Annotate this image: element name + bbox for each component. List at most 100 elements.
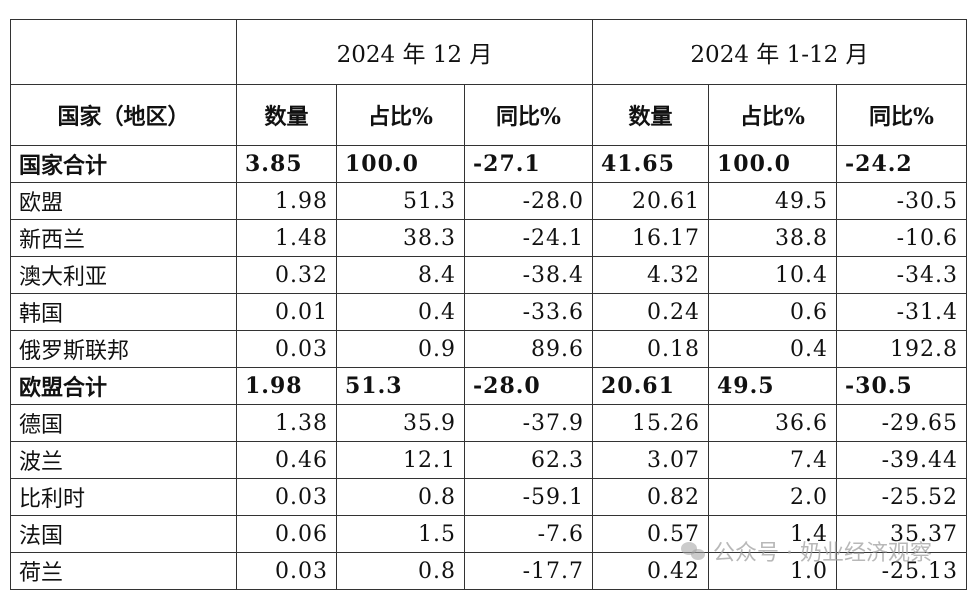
quantity-dec-cell: 1.98 bbox=[236, 367, 337, 405]
header-quantity-2: 数量 bbox=[592, 84, 709, 146]
header-yoy-1: 同比% bbox=[464, 84, 593, 146]
table-row: 澳大利亚 0.32 8.4 -38.4 4.32 10.4 -34.3 bbox=[10, 256, 967, 294]
quantity-dec-cell: 0.01 bbox=[236, 293, 337, 331]
yoy-dec-cell: -37.9 bbox=[464, 404, 593, 442]
quantity-year-cell: 41.65 bbox=[592, 145, 709, 183]
yoy-dec-cell: 89.6 bbox=[464, 330, 593, 368]
quantity-year-cell: 16.17 bbox=[592, 219, 709, 257]
header-row-columns: 国家（地区） 数量 占比% 同比% 数量 占比% 同比% bbox=[10, 84, 967, 146]
yoy-year-cell: 35.37 bbox=[836, 515, 967, 553]
country-cell: 德国 bbox=[10, 404, 237, 442]
quantity-dec-cell: 0.03 bbox=[236, 478, 337, 516]
share-year-cell: 36.6 bbox=[708, 404, 837, 442]
share-dec-cell: 0.9 bbox=[336, 330, 465, 368]
share-dec-cell: 0.4 bbox=[336, 293, 465, 331]
yoy-year-cell: -30.5 bbox=[836, 367, 967, 405]
quantity-dec-cell: 1.48 bbox=[236, 219, 337, 257]
share-dec-cell: 8.4 bbox=[336, 256, 465, 294]
quantity-dec-cell: 1.38 bbox=[236, 404, 337, 442]
header-share-2: 占比% bbox=[708, 84, 837, 146]
yoy-year-cell: -10.6 bbox=[836, 219, 967, 257]
table-row: 新西兰 1.48 38.3 -24.1 16.17 38.8 -10.6 bbox=[10, 219, 967, 257]
share-dec-cell: 0.8 bbox=[336, 552, 465, 590]
yoy-year-cell: -30.5 bbox=[836, 182, 967, 220]
quantity-year-cell: 0.57 bbox=[592, 515, 709, 553]
table-total-row: 欧盟合计 1.98 51.3 -28.0 20.61 49.5 -30.5 bbox=[10, 367, 967, 405]
quantity-dec-cell: 0.03 bbox=[236, 330, 337, 368]
yoy-dec-cell: -59.1 bbox=[464, 478, 593, 516]
header-row-period: 2024 年 12 月 2024 年 1-12 月 bbox=[10, 19, 967, 85]
quantity-dec-cell: 3.85 bbox=[236, 145, 337, 183]
yoy-year-cell: -29.65 bbox=[836, 404, 967, 442]
table-row: 波兰 0.46 12.1 62.3 3.07 7.4 -39.44 bbox=[10, 441, 967, 479]
country-cell: 法国 bbox=[10, 515, 237, 553]
yoy-dec-cell: -17.7 bbox=[464, 552, 593, 590]
yoy-year-cell: -31.4 bbox=[836, 293, 967, 331]
share-year-cell: 49.5 bbox=[708, 182, 837, 220]
share-dec-cell: 0.8 bbox=[336, 478, 465, 516]
country-cell: 俄罗斯联邦 bbox=[10, 330, 237, 368]
table-row: 荷兰 0.03 0.8 -17.7 0.42 1.0 -25.13 bbox=[10, 552, 967, 590]
quantity-year-cell: 0.82 bbox=[592, 478, 709, 516]
yoy-year-cell: -24.2 bbox=[836, 145, 967, 183]
share-year-cell: 0.6 bbox=[708, 293, 837, 331]
share-dec-cell: 100.0 bbox=[336, 145, 465, 183]
share-year-cell: 100.0 bbox=[708, 145, 837, 183]
yoy-year-cell: -25.13 bbox=[836, 552, 967, 590]
table-row: 韩国 0.01 0.4 -33.6 0.24 0.6 -31.4 bbox=[10, 293, 967, 331]
share-dec-cell: 51.3 bbox=[336, 367, 465, 405]
quantity-dec-cell: 0.03 bbox=[236, 552, 337, 590]
share-year-cell: 1.0 bbox=[708, 552, 837, 590]
header-share-1: 占比% bbox=[336, 84, 465, 146]
quantity-year-cell: 15.26 bbox=[592, 404, 709, 442]
yoy-dec-cell: -24.1 bbox=[464, 219, 593, 257]
share-dec-cell: 35.9 bbox=[336, 404, 465, 442]
header-yoy-2: 同比% bbox=[836, 84, 967, 146]
country-cell: 欧盟 bbox=[10, 182, 237, 220]
quantity-dec-cell: 1.98 bbox=[236, 182, 337, 220]
country-cell: 韩国 bbox=[10, 293, 237, 331]
share-year-cell: 49.5 bbox=[708, 367, 837, 405]
yoy-dec-cell: 62.3 bbox=[464, 441, 593, 479]
yoy-dec-cell: -28.0 bbox=[464, 367, 593, 405]
share-dec-cell: 1.5 bbox=[336, 515, 465, 553]
quantity-year-cell: 4.32 bbox=[592, 256, 709, 294]
yoy-dec-cell: -38.4 bbox=[464, 256, 593, 294]
quantity-year-cell: 0.18 bbox=[592, 330, 709, 368]
quantity-dec-cell: 0.46 bbox=[236, 441, 337, 479]
header-country: 国家（地区） bbox=[10, 84, 237, 146]
quantity-year-cell: 0.42 bbox=[592, 552, 709, 590]
country-cell: 比利时 bbox=[10, 478, 237, 516]
yoy-dec-cell: -7.6 bbox=[464, 515, 593, 553]
yoy-year-cell: -34.3 bbox=[836, 256, 967, 294]
share-year-cell: 7.4 bbox=[708, 441, 837, 479]
country-cell: 澳大利亚 bbox=[10, 256, 237, 294]
quantity-dec-cell: 0.06 bbox=[236, 515, 337, 553]
header-quantity-1: 数量 bbox=[236, 84, 337, 146]
share-year-cell: 38.8 bbox=[708, 219, 837, 257]
share-dec-cell: 38.3 bbox=[336, 219, 465, 257]
table-row: 德国 1.38 35.9 -37.9 15.26 36.6 -29.65 bbox=[10, 404, 967, 442]
quantity-year-cell: 20.61 bbox=[592, 367, 709, 405]
table-row: 比利时 0.03 0.8 -59.1 0.82 2.0 -25.52 bbox=[10, 478, 967, 516]
share-year-cell: 0.4 bbox=[708, 330, 837, 368]
share-year-cell: 1.4 bbox=[708, 515, 837, 553]
header-blank-cell bbox=[10, 19, 237, 85]
country-cell: 国家合计 bbox=[10, 145, 237, 183]
yoy-dec-cell: -28.0 bbox=[464, 182, 593, 220]
country-cell: 荷兰 bbox=[10, 552, 237, 590]
table-container: 2024 年 12 月 2024 年 1-12 月 国家（地区） 数量 占比% … bbox=[10, 19, 967, 590]
yoy-year-cell: 192.8 bbox=[836, 330, 967, 368]
quantity-dec-cell: 0.32 bbox=[236, 256, 337, 294]
quantity-year-cell: 20.61 bbox=[592, 182, 709, 220]
header-period-december: 2024 年 12 月 bbox=[236, 19, 593, 85]
header-period-full-year: 2024 年 1-12 月 bbox=[592, 19, 967, 85]
country-cell: 波兰 bbox=[10, 441, 237, 479]
yoy-dec-cell: -27.1 bbox=[464, 145, 593, 183]
table-row: 俄罗斯联邦 0.03 0.9 89.6 0.18 0.4 192.8 bbox=[10, 330, 967, 368]
share-dec-cell: 51.3 bbox=[336, 182, 465, 220]
quantity-year-cell: 3.07 bbox=[592, 441, 709, 479]
share-year-cell: 10.4 bbox=[708, 256, 837, 294]
table-row: 法国 0.06 1.5 -7.6 0.57 1.4 35.37 bbox=[10, 515, 967, 553]
quantity-year-cell: 0.24 bbox=[592, 293, 709, 331]
